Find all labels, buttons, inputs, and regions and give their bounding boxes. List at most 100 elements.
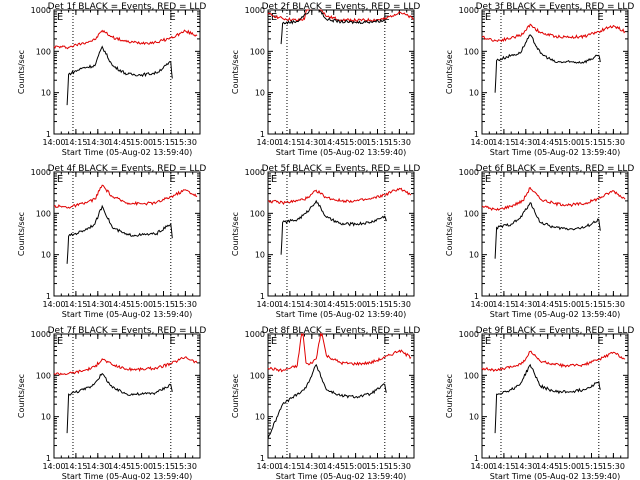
events-rate-line — [267, 363, 387, 439]
x-tick-label: 15:15 — [366, 300, 389, 309]
detector-panel-6: Det 6f BLACK = Events, RED = LLD 1 10 100 10… — [445, 164, 634, 319]
x-tick-label: 14:00 — [42, 138, 65, 147]
attenuator-marker: E — [597, 336, 603, 347]
y-axis-label: Counts/sec — [445, 212, 454, 256]
y-tick-label: 100 — [36, 371, 51, 380]
y-axis-label: Counts/sec — [231, 212, 240, 256]
y-tick-label: 100 — [250, 209, 265, 218]
y-tick-label: 10 — [469, 89, 479, 98]
y-axis-label: Counts/sec — [17, 212, 26, 256]
y-tick-label: 100 — [250, 371, 265, 380]
x-tick-label: 14:45 — [322, 300, 345, 309]
y-axis-label: Counts/sec — [445, 374, 454, 418]
y-tick-label: 1 — [46, 292, 51, 301]
x-tick-label: 14:30 — [514, 462, 537, 471]
x-axis-label: Start Time (05-Aug-02 13:59:40) — [276, 148, 407, 157]
y-tick-label: 1 — [260, 130, 265, 139]
y-tick-label: 1000 — [31, 330, 51, 339]
panel-title: Det 3f BLACK = Events, RED = LLD — [476, 2, 635, 12]
events-rate-line — [66, 204, 173, 264]
x-tick-label: 15:00 — [130, 138, 153, 147]
x-axis-label: Start Time (05-Aug-02 13:59:40) — [276, 310, 407, 319]
lld-rate-line — [481, 350, 626, 372]
x-tick-label: 14:00 — [470, 300, 493, 309]
y-tick-label: 10 — [41, 413, 51, 422]
y-tick-label: 1000 — [459, 6, 479, 15]
x-tick-label: 14:15 — [492, 300, 515, 309]
lld-rate-line — [53, 29, 198, 50]
events-rate-line — [66, 45, 173, 106]
attenuator-marker: E — [271, 336, 277, 347]
lld-rate-line — [481, 23, 626, 43]
x-axis-label: Start Time (05-Aug-02 13:59:40) — [490, 472, 621, 480]
x-tick-label: 15:00 — [344, 462, 367, 471]
x-tick-label: 14:00 — [42, 300, 65, 309]
x-tick-label: 15:30 — [388, 138, 411, 147]
x-tick-label: 15:00 — [130, 462, 153, 471]
detector-panel-3: Det 3f BLACK = Events, RED = LLD 1 10 100 10… — [445, 2, 634, 157]
x-tick-label: 14:45 — [108, 462, 131, 471]
attenuator-marker: E — [57, 12, 63, 23]
attenuator-marker: E — [57, 336, 63, 347]
y-tick-label: 1000 — [459, 168, 479, 177]
x-tick-label: 15:30 — [174, 462, 197, 471]
x-tick-label: 14:30 — [514, 138, 537, 147]
x-tick-label: 14:00 — [256, 462, 279, 471]
x-tick-label: 14:30 — [300, 462, 323, 471]
plot-frame — [267, 9, 415, 135]
x-tick-label: 14:15 — [278, 300, 301, 309]
x-tick-label: 15:30 — [388, 462, 411, 471]
attenuator-marker: E — [383, 12, 389, 23]
panel-title: Det 7f BLACK = Events, RED = LLD — [48, 326, 207, 336]
x-tick-label: 14:15 — [278, 462, 301, 471]
y-tick-label: 100 — [250, 47, 265, 56]
x-tick-label: 15:15 — [152, 138, 175, 147]
x-tick-label: 15:00 — [344, 300, 367, 309]
y-tick-label: 100 — [464, 47, 479, 56]
detector-panel-5: Det 5f BLACK = Events, RED = LLD 1 10 100 10… — [231, 164, 420, 319]
x-tick-label: 14:00 — [256, 138, 279, 147]
y-tick-label: 1 — [260, 454, 265, 463]
panel-title: Det 4f BLACK = Events, RED = LLD — [48, 164, 207, 174]
detector-panel-2: Det 2f BLACK = Events, RED = LLD 1 10 100 10… — [231, 2, 420, 157]
y-tick-label: 10 — [255, 89, 265, 98]
attenuator-marker: E — [485, 174, 491, 185]
x-tick-label: 15:15 — [580, 300, 603, 309]
x-axis-label: Start Time (05-Aug-02 13:59:40) — [62, 148, 193, 157]
x-axis-label: Start Time (05-Aug-02 13:59:40) — [276, 472, 407, 480]
x-tick-label: 15:00 — [558, 138, 581, 147]
plot-frame — [53, 333, 201, 459]
y-tick-label: 1 — [474, 454, 479, 463]
detector-panel-9: Det 9f BLACK = Events, RED = LLD 1 10 100 10… — [445, 326, 634, 480]
panel-title: Det 2f BLACK = Events, RED = LLD — [262, 2, 421, 12]
attenuator-marker: E — [597, 174, 603, 185]
y-axis-label: Counts/sec — [231, 50, 240, 94]
x-tick-label: 15:30 — [388, 300, 411, 309]
y-tick-label: 1000 — [459, 330, 479, 339]
events-rate-line — [66, 372, 173, 434]
attenuator-marker: E — [271, 12, 277, 23]
panel-title: Det 9f BLACK = Events, RED = LLD — [476, 326, 635, 336]
y-tick-label: 1 — [260, 292, 265, 301]
x-tick-label: 15:30 — [602, 138, 625, 147]
x-axis-label: Start Time (05-Aug-02 13:59:40) — [62, 310, 193, 319]
y-tick-label: 1 — [46, 130, 51, 139]
x-tick-label: 15:15 — [152, 300, 175, 309]
y-tick-label: 10 — [41, 251, 51, 260]
lld-rate-line — [267, 9, 415, 23]
x-axis-label: Start Time (05-Aug-02 13:59:40) — [490, 148, 621, 157]
attenuator-marker: E — [383, 174, 389, 185]
detector-panel-4: Det 4f BLACK = Events, RED = LLD 1 10 100 10… — [17, 164, 206, 319]
attenuator-marker: E — [169, 12, 175, 23]
x-tick-label: 14:30 — [86, 300, 109, 309]
x-tick-label: 14:15 — [64, 300, 87, 309]
y-axis-label: Counts/sec — [231, 374, 240, 418]
attenuator-marker: E — [169, 174, 175, 185]
attenuator-marker: E — [597, 12, 603, 23]
x-tick-label: 15:00 — [558, 300, 581, 309]
x-tick-label: 15:30 — [174, 300, 197, 309]
panel-title: Det 6f BLACK = Events, RED = LLD — [476, 164, 635, 174]
x-tick-label: 15:30 — [602, 462, 625, 471]
lld-rate-line — [267, 332, 412, 373]
